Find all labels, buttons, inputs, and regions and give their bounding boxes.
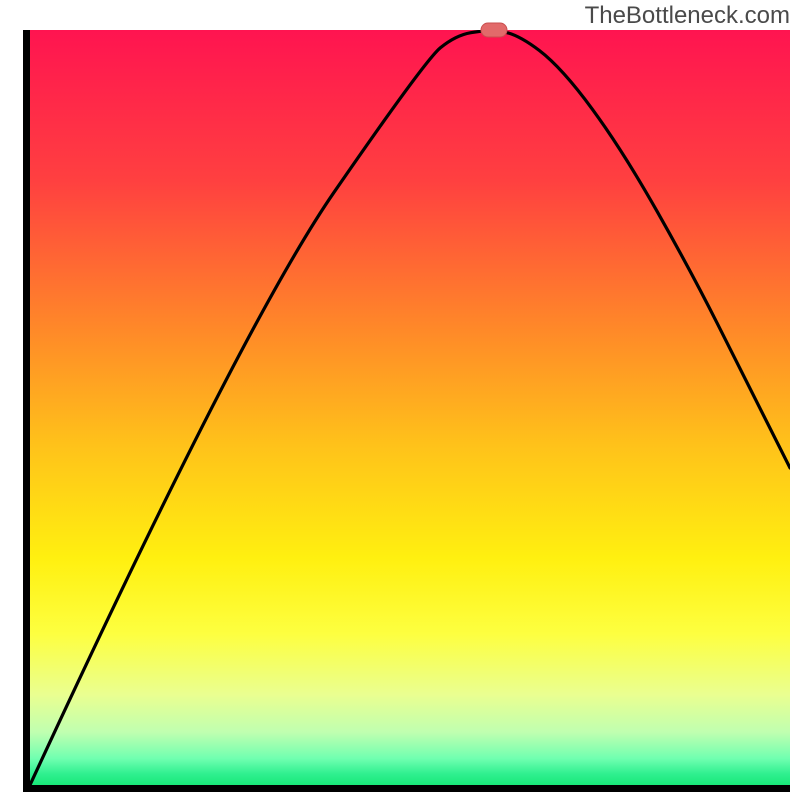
optimal-point-marker xyxy=(480,22,508,38)
y-axis-line xyxy=(23,30,30,792)
plot-area xyxy=(30,30,790,785)
watermark-label: TheBottleneck.com xyxy=(585,2,790,30)
x-axis-line xyxy=(23,785,790,792)
bottleneck-curve xyxy=(30,30,790,785)
